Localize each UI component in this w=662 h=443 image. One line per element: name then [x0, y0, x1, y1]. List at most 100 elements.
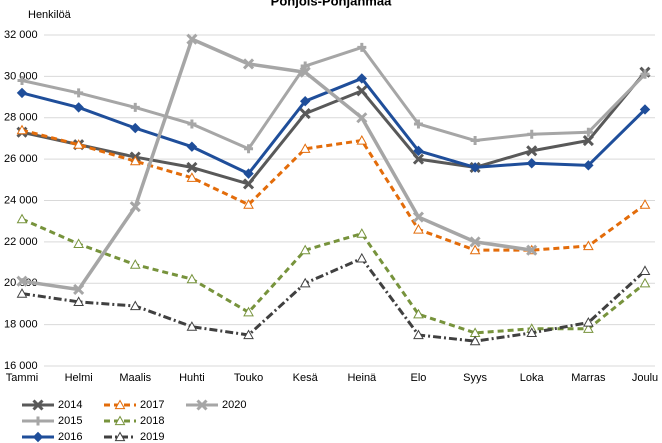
series-marker	[526, 158, 537, 169]
legend-label: 2015	[58, 415, 82, 427]
series-marker	[74, 88, 84, 98]
legend-label: 2017	[140, 399, 164, 411]
chart-title: Pohjois-Pohjanmaa	[271, 0, 392, 8]
series-marker	[356, 85, 368, 97]
series-marker	[244, 144, 254, 154]
y-tick-label: 32 000	[4, 29, 38, 41]
legend-label: 2020	[222, 399, 246, 411]
series-marker	[413, 329, 424, 340]
series-marker	[526, 244, 538, 256]
series-marker	[469, 244, 481, 255]
y-tick-label: 22 000	[4, 236, 38, 248]
series-marker	[16, 213, 28, 224]
series-marker	[469, 335, 481, 346]
series-marker	[186, 161, 198, 173]
y-axis-label: Henkilöä	[28, 9, 72, 21]
series-marker	[16, 275, 28, 287]
series-marker	[129, 300, 141, 311]
series-marker	[243, 329, 254, 340]
series-marker	[639, 199, 651, 209]
legend-marker	[114, 415, 126, 426]
series-line	[21, 37, 532, 292]
x-tick-label: Joulu	[632, 372, 658, 384]
x-tick-label: Touko	[234, 372, 263, 384]
series-marker	[356, 73, 368, 84]
series-marker	[469, 236, 481, 248]
y-tick-label: 26 000	[4, 153, 38, 165]
series-marker	[357, 42, 367, 52]
series-marker	[73, 296, 84, 306]
x-tick-label: Loka	[520, 372, 545, 384]
x-tick-label: Marras	[571, 372, 606, 384]
x-tick-label: Helmi	[65, 372, 93, 384]
series-marker	[73, 139, 84, 149]
series-marker	[356, 228, 368, 238]
series-marker	[73, 283, 85, 296]
series-marker	[16, 288, 28, 298]
y-tick-label: 16 000	[4, 360, 38, 372]
series-line	[21, 256, 647, 343]
series-marker	[130, 102, 140, 112]
x-tick-label: Tammi	[6, 372, 38, 384]
legend-marker	[114, 399, 126, 410]
series-marker	[242, 178, 255, 190]
x-tick-label: Huhti	[179, 372, 205, 384]
series-marker	[17, 76, 27, 86]
series-marker	[129, 259, 141, 269]
series-marker	[413, 308, 424, 319]
series-marker	[470, 136, 480, 146]
series-marker	[527, 129, 537, 139]
series-marker	[299, 277, 311, 288]
y-tick-label: 28 000	[4, 112, 38, 124]
series-marker	[16, 124, 28, 135]
series-marker	[526, 145, 538, 157]
series-marker	[356, 134, 368, 145]
legend-label: 2019	[140, 431, 164, 443]
series-marker	[413, 223, 424, 234]
series-marker	[356, 252, 368, 263]
series-marker	[412, 211, 425, 223]
series-marker	[299, 108, 311, 120]
series-marker	[582, 134, 594, 147]
series-marker	[242, 58, 255, 70]
series-marker	[73, 102, 84, 113]
series-marker	[186, 172, 198, 182]
series-marker	[186, 273, 198, 284]
series-line	[21, 76, 647, 176]
series-marker	[129, 201, 141, 213]
y-tick-label: 24 000	[4, 194, 38, 206]
series-marker	[73, 238, 84, 249]
series-marker	[299, 66, 311, 78]
x-tick-label: Maalis	[119, 372, 151, 384]
series-marker	[130, 122, 141, 134]
series-marker	[243, 168, 254, 179]
series-marker	[583, 160, 594, 171]
legend-marker	[32, 399, 44, 411]
series-marker	[639, 277, 651, 288]
legend-marker	[196, 399, 208, 411]
legend-label: 2018	[140, 415, 164, 427]
series-marker	[356, 112, 368, 124]
legend-marker	[33, 416, 43, 426]
legend-label: 2016	[58, 431, 82, 443]
series-marker	[243, 306, 254, 317]
series-marker	[413, 145, 424, 157]
series-marker	[413, 119, 423, 129]
series-line	[21, 217, 646, 335]
series-marker	[583, 317, 594, 327]
series-marker	[243, 199, 254, 209]
series-marker	[300, 61, 310, 71]
series-marker	[639, 265, 651, 275]
series-marker	[526, 327, 538, 337]
series-marker	[187, 119, 197, 129]
series-marker	[583, 323, 594, 333]
x-tick-label: Elo	[411, 372, 427, 384]
legend-marker	[114, 431, 126, 442]
series-marker	[412, 153, 425, 165]
x-tick-label: Kesä	[293, 372, 319, 384]
legend-marker	[32, 431, 44, 443]
series-marker	[299, 95, 311, 107]
x-tick-label: Heinä	[347, 372, 377, 384]
series-marker	[640, 69, 650, 79]
